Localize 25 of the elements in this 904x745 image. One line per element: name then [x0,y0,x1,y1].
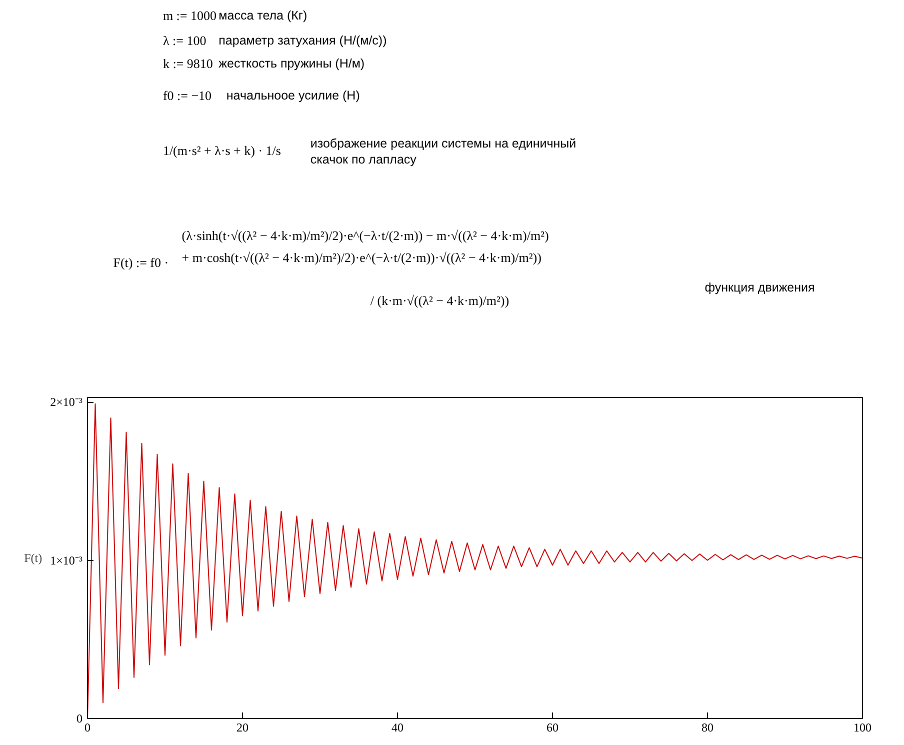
x-tick-label: 20 [236,720,248,734]
text: λ := 100 [162,33,206,48]
text: k := 9810 [162,56,213,71]
x-tick-label: 80 [702,720,714,734]
x-tick-label: 60 [546,720,558,734]
y-tick-label: 1×10⁻³ [50,553,83,568]
text: F(t) := f0 · [113,255,169,270]
text: (λ·sinh(t·√((λ² − 4·k·m)/m²)/2)·e^(−λ·t/(2·m)) − m·√((λ² − 4·k·m)/m²) [182,228,549,243]
x-tick-label: 40 [392,720,404,734]
y-tick-label: 0 [76,712,82,726]
x-tick-label: 100 [854,720,872,734]
y-tick-label: 2×10⁻³ [50,395,83,410]
y-axis-title: F(t) [24,551,42,565]
text: жесткость пружины (Н/м) [218,56,365,70]
text: f0 := −10 [162,88,212,103]
text: масса тела (Кг) [218,8,308,22]
text: скачок по лапласу [310,152,418,166]
text: изображение реакции системы на единичный [310,136,576,150]
text: + m·cosh(t·√((λ² − 4·k·m)/m²)/2)·e^(−λ·t/(2·m))·√((λ² − 4·k·m)/m²)) [182,250,542,265]
text: начальноое усилие (Н) [226,88,360,102]
text: m := 1000 [162,8,217,23]
text: / (k·m·√((λ² − 4·k·m)/m²)) [370,293,510,308]
text: функция движения [704,280,815,294]
text: параметр затухания (Н/(м/с)) [218,34,387,48]
text: 1/(m·s² + λ·s + k) · 1/s [162,143,281,158]
